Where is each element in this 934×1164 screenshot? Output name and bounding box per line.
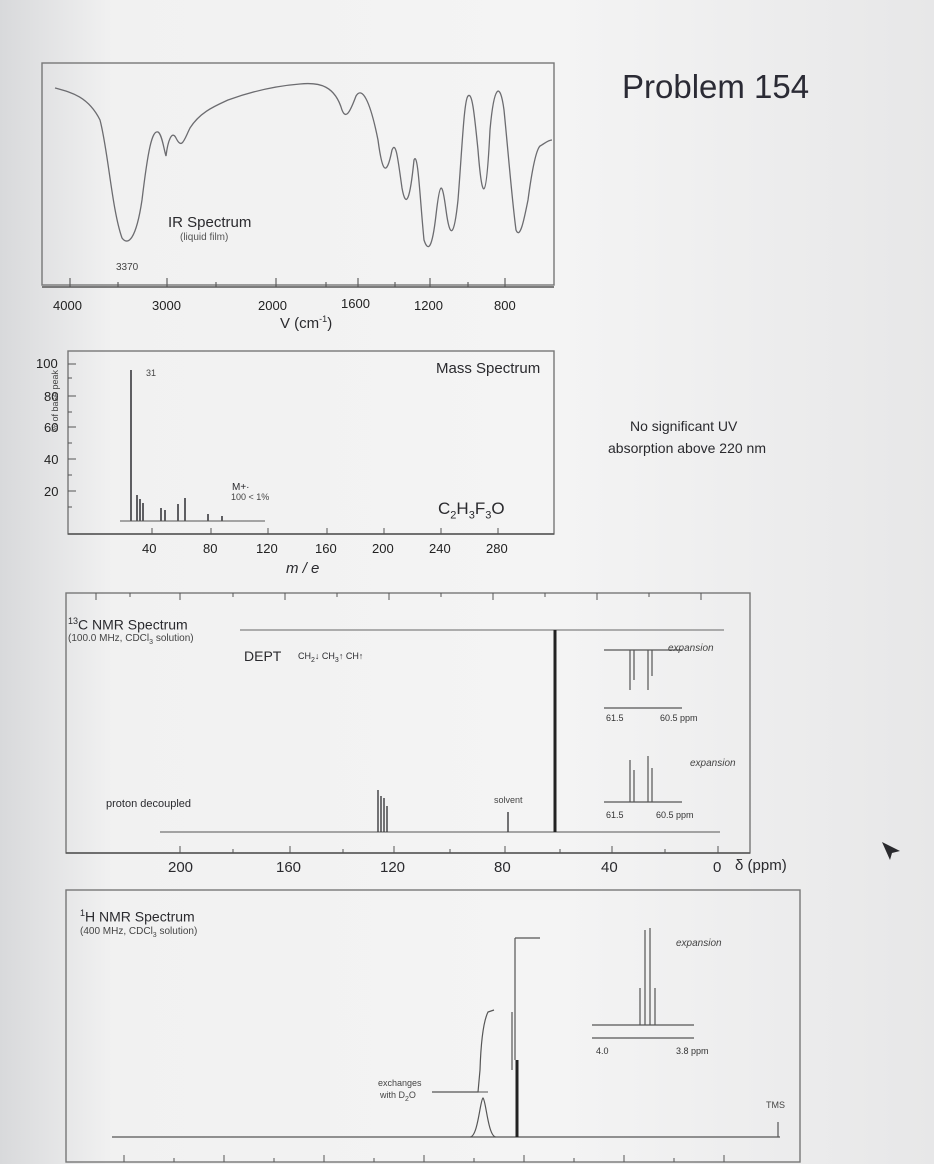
ir-tick-3000: 3000 bbox=[152, 298, 181, 313]
page-title: Problem 154 bbox=[622, 68, 810, 105]
h1-bottom-ticks bbox=[123, 1155, 725, 1162]
h1-subtitle: (400 MHz, CDCl3 solution) bbox=[80, 926, 198, 939]
mass-base-peak-label: 31 bbox=[146, 368, 157, 378]
mass-title: Mass Spectrum bbox=[436, 360, 541, 377]
c13-dept-label: DEPT bbox=[244, 648, 282, 664]
mass-ytick-80: 80 bbox=[44, 389, 59, 404]
c13-tick-80: 80 bbox=[494, 859, 511, 876]
mass-formula: C2H3F3O bbox=[438, 499, 505, 522]
c13-expansion-dept: expansion bbox=[668, 643, 714, 654]
c13-exp2-tick-b: 60.5 ppm bbox=[656, 810, 694, 820]
h1-integral bbox=[432, 937, 540, 1093]
h1-exchanges-line1: exchanges bbox=[378, 1078, 422, 1088]
c13-tick-0: 0 bbox=[713, 859, 722, 876]
c13-exp1-tick-a: 61.5 bbox=[606, 713, 624, 723]
h1-exp-tick-b: 3.8 ppm bbox=[676, 1046, 709, 1056]
ir-xlabel: V (cm-1) bbox=[280, 314, 333, 332]
mass-yticks bbox=[68, 363, 76, 508]
c13-dept-legend: CH2↓ CH3↑ CH↑ bbox=[298, 651, 364, 664]
ir-frame bbox=[41, 62, 555, 286]
mass-ylabel: % of base peak bbox=[50, 369, 60, 432]
c13-proton-decoupled: proton decoupled bbox=[106, 798, 192, 810]
h1-tms: TMS bbox=[766, 1100, 785, 1110]
mass-xlabel: m / e bbox=[286, 560, 320, 577]
c13-tick-160: 160 bbox=[276, 859, 302, 876]
uv-note-line1: No significant UV bbox=[630, 418, 738, 434]
ir-tick-1600: 1600 bbox=[341, 296, 370, 311]
mass-ytick-40: 40 bbox=[44, 452, 59, 467]
c13-title: 13C NMR Spectrum bbox=[68, 616, 188, 633]
uv-note-line2: absorption above 220 nm bbox=[608, 440, 766, 456]
c13-peaks bbox=[377, 790, 509, 832]
mass-ytick-60: 60 bbox=[44, 420, 59, 435]
mass-xtick-280: 280 bbox=[486, 541, 508, 556]
h1-exchanges-line2: with D2O bbox=[380, 1090, 416, 1103]
h1-peak-oh bbox=[469, 1097, 497, 1138]
c13-tick-120: 120 bbox=[380, 859, 406, 876]
mass-xtick-40: 40 bbox=[142, 541, 157, 556]
mass-ytick-100: 100 bbox=[36, 356, 58, 371]
mass-xtick-240: 240 bbox=[429, 541, 451, 556]
mass-peaks bbox=[130, 370, 223, 521]
ir-trace bbox=[54, 82, 553, 248]
mass-molecular-ion-note: 100 < 1% bbox=[231, 492, 270, 502]
mass-xtick-80: 80 bbox=[203, 541, 218, 556]
c13-expansion-decoupled: expansion bbox=[690, 758, 736, 769]
c13-tick-200: 200 bbox=[168, 859, 194, 876]
c13-exp2-tick-a: 61.5 bbox=[606, 810, 624, 820]
h1-frame bbox=[65, 889, 801, 1163]
c13-subtitle: (100.0 MHz, CDCl3 solution) bbox=[68, 633, 194, 646]
h1-expansion: expansion bbox=[676, 938, 722, 949]
ir-ticks bbox=[69, 278, 506, 287]
c13-top-ticks bbox=[95, 593, 702, 600]
c13-solvent: solvent bbox=[494, 795, 523, 805]
c13-axis-ticks bbox=[179, 846, 719, 853]
mass-ytick-20: 20 bbox=[44, 484, 59, 499]
mass-molecular-ion: M+· bbox=[232, 482, 250, 493]
ir-tick-2000: 2000 bbox=[258, 298, 287, 313]
mass-xtick-120: 120 bbox=[256, 541, 278, 556]
mass-xticks bbox=[151, 528, 499, 534]
mass-xtick-200: 200 bbox=[372, 541, 394, 556]
c13-tick-40: 40 bbox=[601, 859, 618, 876]
c13-xunit: δ (ppm) bbox=[735, 857, 787, 874]
c13-exp1-tick-b: 60.5 ppm bbox=[660, 713, 698, 723]
h1-exp-tick-a: 4.0 bbox=[596, 1046, 609, 1056]
c13-decoupled-expansion bbox=[604, 756, 682, 803]
c13-dept-expansion bbox=[604, 649, 682, 709]
h1-expansion-quartet bbox=[592, 928, 694, 1039]
h1-title: 1H NMR Spectrum bbox=[80, 908, 195, 925]
ir-subtitle: (liquid film) bbox=[180, 232, 229, 243]
ir-peak-label: 3370 bbox=[116, 262, 139, 273]
ir-tick-800: 800 bbox=[494, 298, 516, 313]
ir-tick-1200: 1200 bbox=[414, 298, 443, 313]
mass-xtick-160: 160 bbox=[315, 541, 337, 556]
ir-title: IR Spectrum bbox=[168, 214, 252, 231]
ir-tick-4000: 4000 bbox=[53, 298, 82, 313]
